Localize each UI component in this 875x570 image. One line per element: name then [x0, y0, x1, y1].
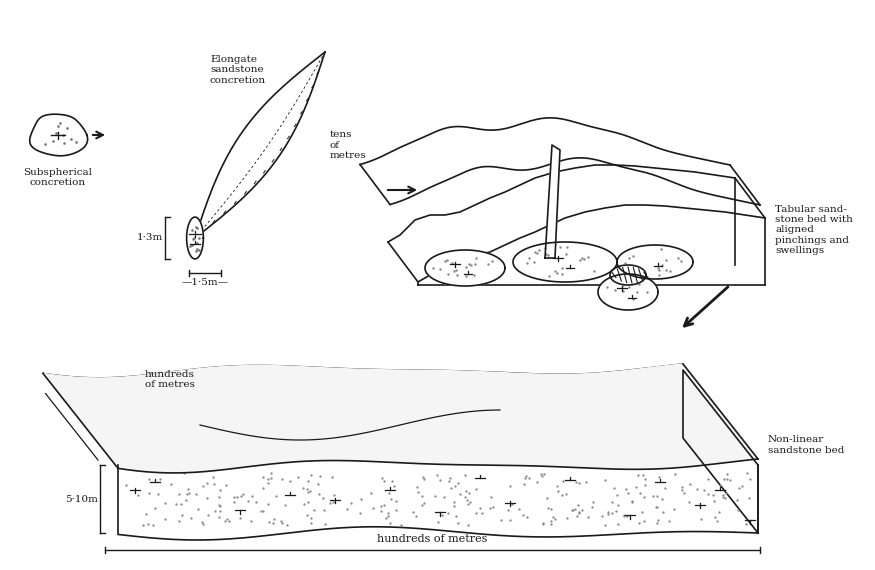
Text: hundreds of metres: hundreds of metres [377, 534, 487, 544]
Text: Subspherical
concretion: Subspherical concretion [24, 168, 93, 188]
Text: 1·3m: 1·3m [136, 234, 163, 242]
Text: Tabular sand-
stone bed with
aligned
pinchings and
swellings: Tabular sand- stone bed with aligned pin… [775, 205, 853, 255]
Text: tens
of
metres: tens of metres [330, 130, 367, 160]
Polygon shape [545, 145, 560, 258]
Text: Elongate
sandstone
concretion: Elongate sandstone concretion [210, 55, 266, 85]
Polygon shape [43, 364, 758, 473]
Polygon shape [186, 217, 203, 259]
Text: hundreds
of metres: hundreds of metres [145, 370, 195, 389]
Polygon shape [683, 370, 758, 533]
Polygon shape [425, 250, 505, 286]
Polygon shape [617, 245, 693, 279]
Polygon shape [610, 265, 646, 285]
Polygon shape [418, 205, 765, 285]
Polygon shape [118, 459, 758, 540]
Polygon shape [598, 274, 658, 310]
Polygon shape [195, 52, 325, 238]
Text: Non-linear
sandstone bed: Non-linear sandstone bed [768, 435, 844, 455]
Polygon shape [30, 114, 88, 156]
Text: 5·10m: 5·10m [65, 495, 98, 503]
Polygon shape [513, 242, 617, 282]
Text: —1·5m—: —1·5m— [181, 278, 228, 287]
